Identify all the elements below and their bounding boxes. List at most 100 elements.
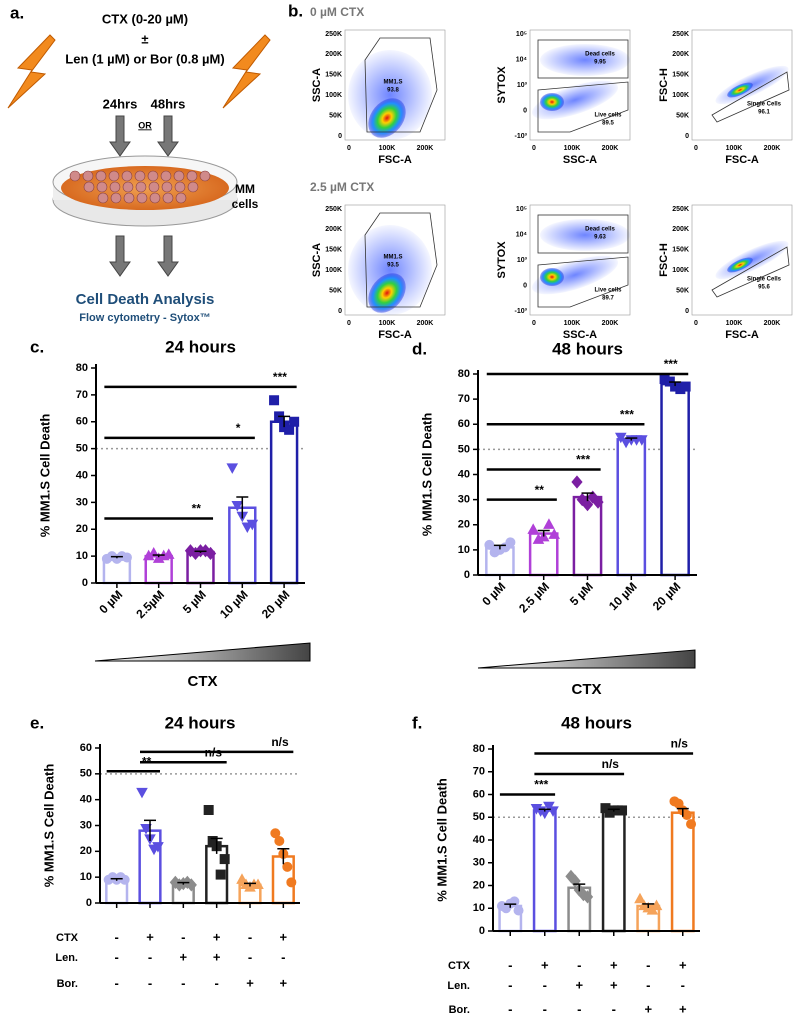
condition-sign: +	[610, 957, 618, 972]
x-axis-title: CTX	[572, 681, 602, 698]
x-tick-label: 5 µM	[180, 587, 209, 616]
row-title: 2.5 µM CTX	[310, 180, 374, 194]
cloud	[348, 50, 432, 140]
condition-name: CTX	[56, 932, 79, 944]
gate-value: 9.95	[594, 60, 606, 66]
y-tick-label: 80	[76, 362, 88, 374]
cell	[69, 170, 81, 182]
y-tick-label: 10	[458, 544, 470, 556]
chart-title: 24 hours	[165, 337, 236, 356]
condition-sign: -	[181, 929, 185, 944]
y-tick-label: 10³	[517, 82, 528, 89]
bar-chart: f. 48 hours % MM1.S Cell Death 0 10 20 30 40 50 6…	[412, 713, 700, 1016]
bar-chart: c. 24 hours % MM1.S Cell Death 0 10 20 30 40 50 6…	[30, 337, 311, 690]
x-tick-label: 0	[694, 320, 698, 327]
point	[581, 890, 594, 904]
condition-sign: -	[214, 975, 218, 990]
point	[581, 498, 594, 512]
y-tick-label: 40	[80, 794, 92, 806]
condition-sign: -	[281, 949, 285, 964]
x-axis-label: SSC-A	[563, 154, 597, 166]
y-tick-label: 60	[458, 418, 470, 430]
condition-name: CTX	[448, 960, 471, 972]
y-tick-label: 60	[80, 742, 92, 754]
x-tick-label: 200K	[417, 320, 434, 327]
gate	[537, 81, 629, 133]
point	[617, 805, 628, 816]
y-tick-label: 0	[685, 133, 689, 140]
x-tick-label: 20 µM	[259, 587, 293, 621]
x-tick-label: 200K	[764, 145, 781, 152]
cell	[187, 181, 199, 193]
bar-chart: d. 48 hours % MM1.S Cell Death 0 10 20 30 40 50 6…	[412, 339, 697, 698]
point	[269, 395, 280, 406]
panel-b: b. 0 µM CTX MM1.S 93.8 250K 200K 150K 100K 50K 0…	[288, 1, 793, 341]
gate-name: MM1.S	[383, 80, 402, 86]
x-tick-label: 100K	[564, 320, 581, 327]
condition-name: Len.	[55, 952, 78, 964]
lightning	[7, 34, 56, 109]
x-tick-label: 2.5µM	[133, 587, 167, 621]
y-tick-label: 30	[80, 819, 92, 831]
condition-sign: +	[213, 929, 221, 944]
panel-label: a.	[10, 3, 24, 22]
gate-value: 89.7	[602, 296, 614, 302]
cell	[186, 170, 198, 182]
y-axis-label: SSC-A	[311, 68, 323, 102]
point	[274, 836, 285, 846]
cell	[175, 192, 187, 204]
y-tick-label: 0	[685, 308, 689, 315]
bar	[532, 809, 557, 933]
cell	[96, 181, 108, 193]
y-tick-label: 30	[458, 494, 470, 506]
analysis-title: Cell Death Analysis	[76, 291, 215, 308]
y-tick-label: 80	[458, 368, 470, 380]
point	[286, 877, 297, 888]
y-tick-label: 0	[523, 282, 527, 289]
point	[236, 873, 248, 884]
y-tick-label: 50K	[329, 287, 342, 294]
point	[505, 537, 516, 548]
condition-sign: -	[543, 977, 547, 992]
point	[136, 787, 148, 799]
y-tick-label: 50	[458, 443, 470, 455]
condition-sign: +	[146, 929, 154, 944]
condition-sign: +	[246, 975, 254, 990]
cell	[174, 181, 186, 193]
or: OR	[138, 120, 152, 130]
gradient-wedge	[94, 642, 311, 662]
point	[650, 899, 663, 911]
point	[513, 905, 524, 916]
x-tick-label: 0	[347, 320, 351, 327]
x-axis-label: SSC-A	[563, 329, 597, 341]
density	[540, 93, 564, 111]
point	[121, 552, 132, 563]
gate-name: Live cells	[594, 113, 622, 119]
y-tick-label: 50	[80, 768, 92, 780]
x-tick-label: 200K	[602, 145, 619, 152]
point	[226, 463, 239, 474]
point	[548, 528, 561, 539]
y-tick-label: 0	[338, 308, 342, 315]
cell	[121, 170, 133, 182]
panel-label: b.	[288, 1, 303, 20]
y-tick-label: 30	[473, 857, 485, 869]
y-tick-label: 80	[473, 743, 485, 755]
cell	[122, 181, 134, 193]
y-tick-label: 50K	[676, 112, 689, 119]
time: 48hrs	[151, 96, 186, 111]
y-tick-label: -10³	[515, 308, 528, 315]
x-tick-label: 0 µM	[479, 579, 508, 608]
condition-sign: -	[114, 949, 118, 964]
chart-title: 48 hours	[552, 339, 623, 358]
y-tick-label: 0	[479, 925, 485, 937]
cell	[173, 170, 185, 182]
cell	[147, 170, 159, 182]
condition-name: Bor.	[57, 978, 78, 990]
condition-sign: -	[612, 1001, 616, 1016]
condition-sign: -	[114, 929, 118, 944]
x-axis-label: FSC-A	[378, 154, 412, 166]
significance-label: **	[535, 483, 545, 497]
y-tick-label: 250K	[325, 31, 342, 38]
chart-title: 24 hours	[165, 713, 236, 732]
